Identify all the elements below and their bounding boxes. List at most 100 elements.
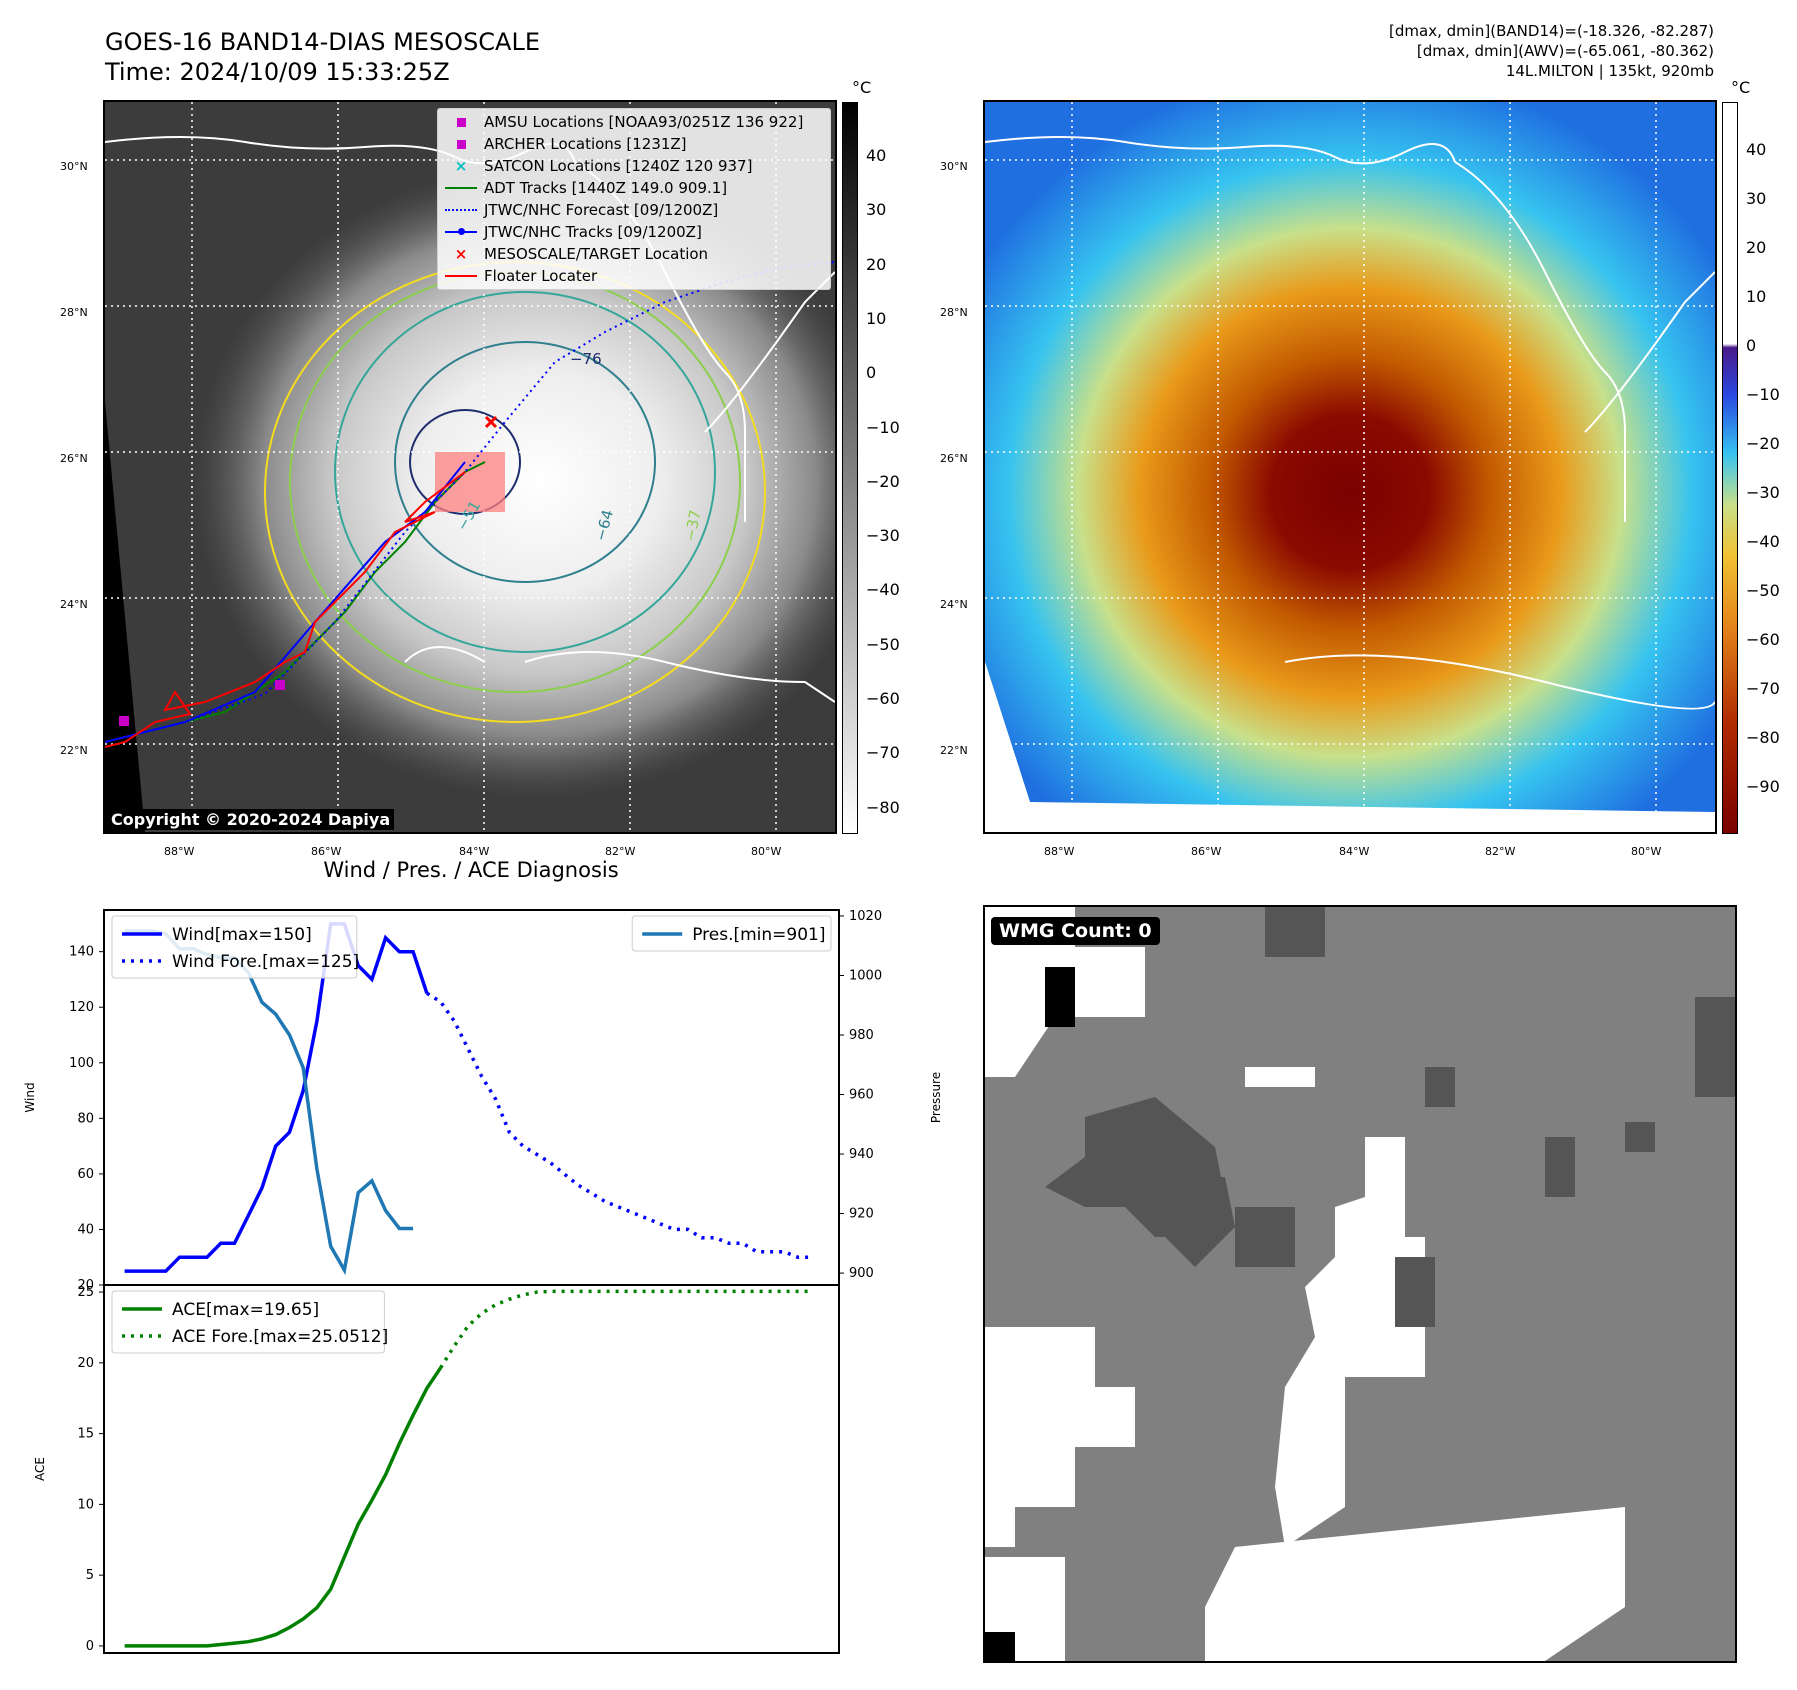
colorbar-tick: 20 [866,254,887,274]
legend-label: Wind Fore.[max=125] [172,952,359,972]
pres-ytick-label: 900 [849,1266,874,1281]
colorbar-tick: −40 [866,580,900,600]
pres-ytick-label: 1020 [849,909,882,924]
legend-label: Floater Locater [484,267,598,285]
ir-image-panel: −76 −64 −51 −37 AMSU Locations [NOAA93/0… [103,100,837,834]
lat-label: 24°N [60,598,88,611]
legend-swatch [438,275,484,277]
legend-swatch [438,209,484,211]
pressure-legend [631,915,832,952]
legend-label: ARCHER Locations [1231Z] [484,135,687,153]
pres-ytick-label: 960 [849,1088,874,1103]
legend-label: JTWC/NHC Forecast [09/1200Z] [484,201,719,219]
colorbar-tick: 20 [1746,238,1767,257]
info-band14: [dmax, dmin](BAND14)=(-18.326, -82.287) [1389,22,1714,40]
legend-label: Wind[max=150] [172,925,312,945]
legend-label: AMSU Locations [NOAA93/0251Z 136 922] [484,113,804,131]
lon-label: 88°W [164,845,195,858]
ace-ytick-label: 25 [77,1285,94,1300]
wind-ytick-label: 120 [69,1000,94,1015]
lat-label: 30°N [60,160,88,173]
lat-label: 22°N [60,744,88,757]
lon-label: 82°W [605,845,636,858]
amsu-marker [119,716,129,726]
wind-line [124,922,429,1273]
colorbar-tick: −30 [866,526,900,546]
lat-label: 30°N [940,160,968,173]
awv-colorbar-unit: °C [1731,78,1751,97]
pres-ytick-label: 920 [849,1207,874,1222]
target-marker [484,415,498,429]
diagnosis-title: Wind / Pres. / ACE Diagnosis [323,858,619,882]
colorbar-tick: −10 [1746,385,1780,404]
ace-forecast-line [439,1289,812,1369]
lon-label: 88°W [1044,845,1075,858]
archer-marker [275,680,285,690]
lon-label: 86°W [311,845,342,858]
awv-colorbar [1722,102,1738,834]
ir-legend: AMSU Locations [NOAA93/0251Z 136 922] ARC… [437,108,831,290]
legend-label: SATCON Locations [1240Z 120 937] [484,157,753,175]
ace-line [124,1366,443,1648]
target-box [435,452,505,512]
colorbar-tick: 10 [1746,287,1767,306]
legend-swatch [438,228,484,235]
lon-label: 84°W [1339,845,1370,858]
pres-ytick-label: 1000 [849,968,882,983]
awv-image [985,102,1715,832]
colorbar-tick: −40 [1746,532,1780,551]
colorbar-tick: 40 [1746,140,1767,159]
legend-label: ADT Tracks [1440Z 149.0 909.1] [484,179,728,197]
colorbar-tick: −60 [1746,630,1780,649]
wind-ytick-label: 40 [77,1222,94,1237]
lon-label: 84°W [459,845,490,858]
lat-label: 26°N [940,452,968,465]
lon-label: 80°W [1631,845,1662,858]
lon-label: 86°W [1191,845,1222,858]
legend-item: Floater Locater [438,265,830,287]
ace-ytick-label: 5 [86,1568,94,1583]
legend-label: Pres.[min=901] [692,925,825,945]
info-awv: [dmax, dmin](AWV)=(-65.061, -80.362) [1416,42,1714,60]
colorbar-tick: −80 [1746,728,1780,747]
wmg-panel: WMG Count: 0 [983,905,1737,1663]
pres-ytick-label: 980 [849,1028,874,1043]
colorbar-tick: −10 [866,417,900,437]
legend-label: MESOSCALE/TARGET Location [484,245,709,263]
ir-colorbar [842,102,858,834]
colorbar-tick: −50 [1746,581,1780,600]
wmg-count-label: WMG Count: 0 [991,917,1160,945]
legend-swatch: × [454,157,468,175]
legend-item: ADT Tracks [1440Z 149.0 909.1] [438,177,830,199]
ace-ytick-label: 10 [77,1497,94,1512]
pressure-axis-label: Pressure [929,1072,943,1123]
contour-label: −76 [570,350,602,368]
colorbar-tick: −70 [866,743,900,763]
lat-label: 28°N [60,306,88,319]
lon-label: 80°W [751,845,782,858]
legend-label: JTWC/NHC Tracks [09/1200Z] [484,223,702,241]
colorbar-tick: 0 [1746,336,1757,355]
lat-label: 28°N [940,306,968,319]
colorbar-tick: −60 [866,689,900,708]
colorbar-tick: −50 [866,634,900,654]
legend-label: ACE Fore.[max=25.0512] [172,1327,388,1347]
legend-label: ACE[max=19.65] [172,1300,319,1320]
legend-item: JTWC/NHC Forecast [09/1200Z] [438,199,830,221]
legend-swatch [438,117,484,127]
colorbar-tick: −70 [1746,679,1780,698]
legend-item: × SATCON Locations [1240Z 120 937] [438,155,830,177]
pressure-line [124,929,414,1276]
ace-legend [111,1290,385,1354]
wind-ytick-label: 60 [77,1167,94,1182]
wind-forecast-line [425,991,812,1259]
legend-swatch: × [454,245,468,263]
lat-label: 26°N [60,452,88,465]
wind-ytick-label: 100 [69,1056,94,1071]
ir-colorbar-unit: °C [852,78,872,97]
colorbar-tick: 0 [866,363,877,383]
contour-label: −37 [681,508,704,542]
diagnosis-chart: 2040608010012014090092094096098010001020… [23,909,943,1654]
ace-axes-frame [103,1284,840,1654]
ace-ytick-label: 15 [77,1427,94,1442]
